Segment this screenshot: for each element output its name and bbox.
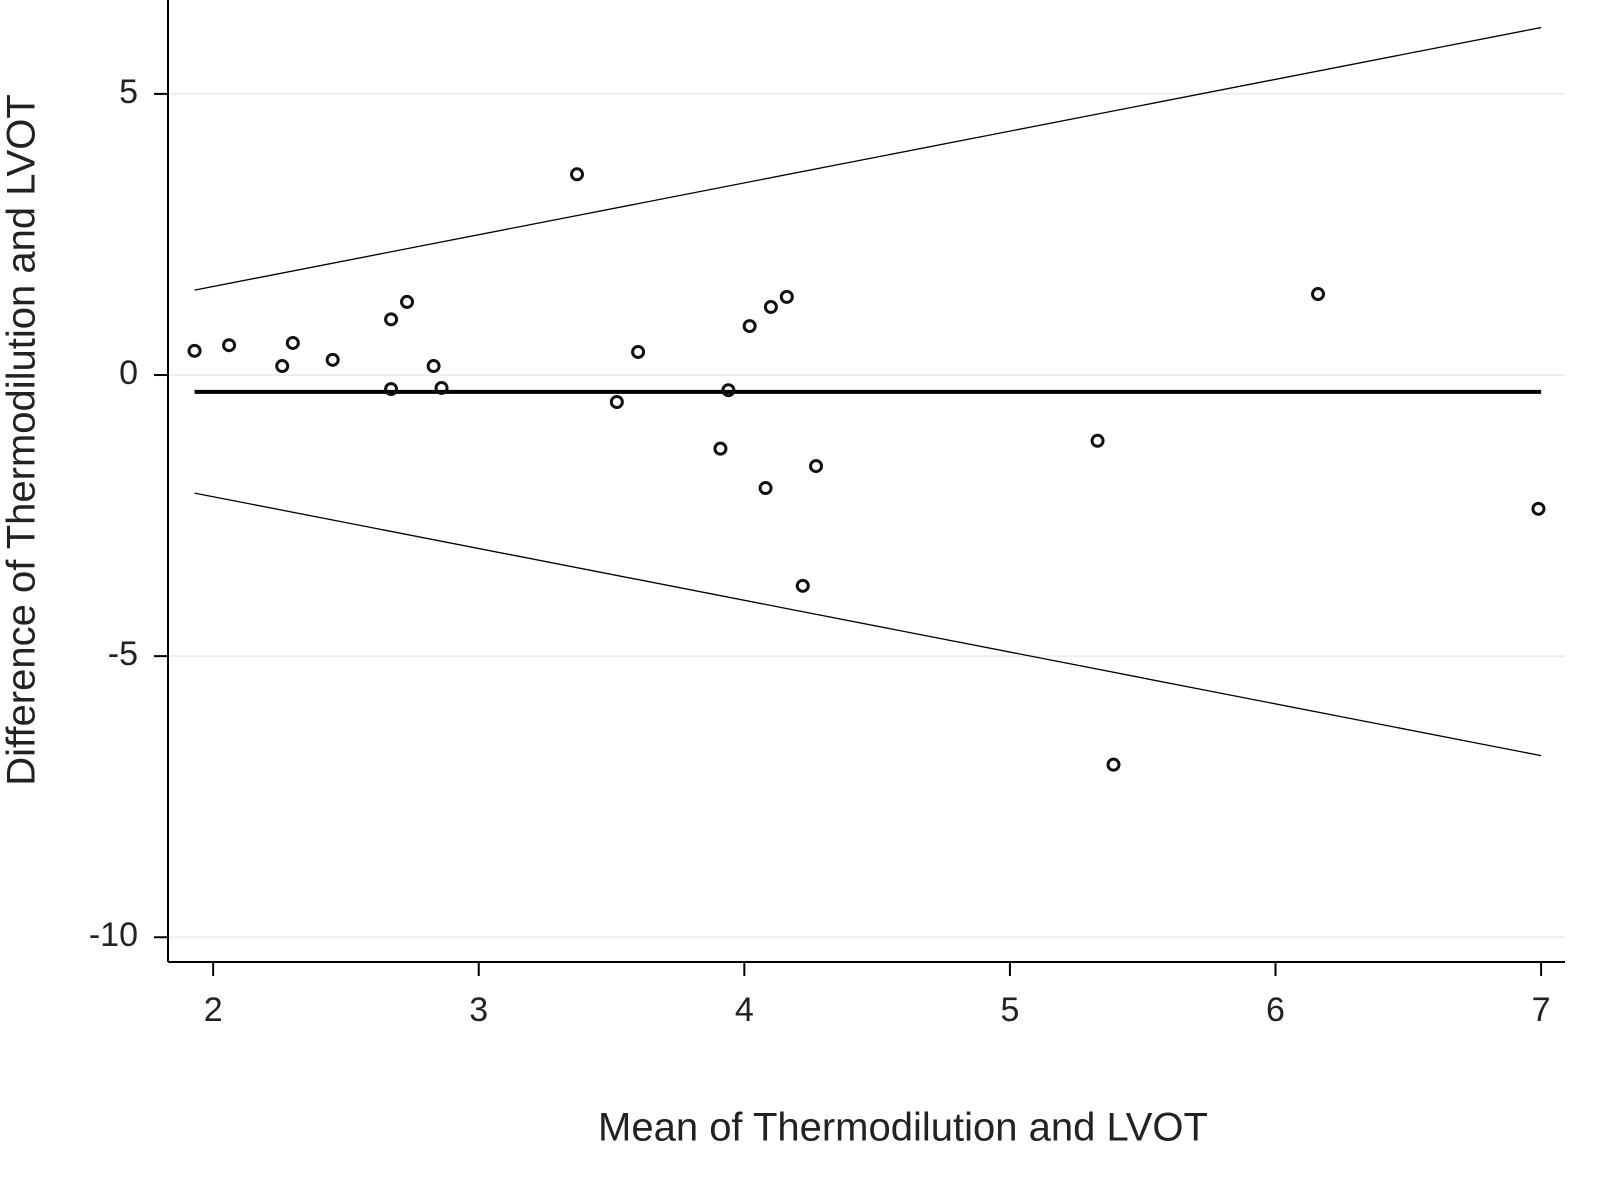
point xyxy=(384,312,399,327)
point xyxy=(222,338,237,353)
point xyxy=(779,289,794,304)
point xyxy=(187,343,202,358)
y-tick-label: -5 xyxy=(108,635,138,673)
point xyxy=(713,441,728,456)
x-tick-label: 7 xyxy=(1532,991,1551,1029)
point xyxy=(809,459,824,474)
point xyxy=(1090,433,1105,448)
point xyxy=(631,344,646,359)
y-tick-label: -10 xyxy=(89,916,138,954)
x-axis-title: Mean of Thermodilution and LVOT xyxy=(598,1106,1208,1150)
x-tick-label: 6 xyxy=(1266,991,1285,1029)
point xyxy=(742,319,757,334)
point xyxy=(1531,501,1546,516)
point xyxy=(400,294,415,309)
point xyxy=(285,335,300,350)
y-tick-label: 0 xyxy=(119,354,138,392)
point xyxy=(795,578,810,593)
reference-line xyxy=(194,26,1542,291)
point xyxy=(434,380,449,395)
point xyxy=(1106,757,1121,772)
y-axis-title: Difference of Thermodilution and LVOT xyxy=(0,94,44,785)
point xyxy=(426,359,441,374)
point xyxy=(275,359,290,374)
reference-line xyxy=(194,492,1542,757)
point xyxy=(721,383,736,398)
x-tick-label: 3 xyxy=(469,991,488,1029)
x-tick-label: 2 xyxy=(204,991,223,1029)
point xyxy=(384,382,399,397)
point xyxy=(763,299,778,314)
point xyxy=(1311,287,1326,302)
point xyxy=(609,395,624,410)
point xyxy=(758,481,773,496)
x-tick-label: 4 xyxy=(735,991,754,1029)
point xyxy=(570,167,585,182)
point xyxy=(325,352,340,367)
y-tick-label: 5 xyxy=(119,73,138,111)
x-tick-label: 5 xyxy=(1000,991,1019,1029)
